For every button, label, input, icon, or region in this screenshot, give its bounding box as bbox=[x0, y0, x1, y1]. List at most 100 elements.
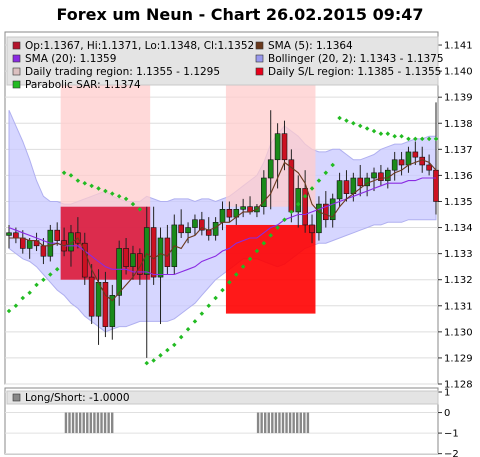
candle-body bbox=[419, 156, 426, 166]
sar-dot bbox=[247, 256, 253, 262]
y-tick-label: 1.128 bbox=[444, 380, 473, 391]
sar-dot bbox=[254, 248, 260, 254]
y-tick-label: 1.133 bbox=[444, 249, 473, 260]
sar-dot bbox=[123, 196, 129, 202]
legend-label: Daily trading region: 1.1355 - 1.1295 bbox=[25, 66, 220, 78]
legend-label: SMA (20): 1.1359 bbox=[25, 53, 116, 65]
candle-body bbox=[19, 237, 26, 249]
candle-body bbox=[150, 227, 157, 278]
long-short-bar bbox=[285, 412, 288, 434]
sar-dot bbox=[413, 136, 418, 142]
long-short-bar bbox=[71, 412, 75, 434]
candle-body bbox=[109, 295, 116, 327]
long-short-bar bbox=[75, 412, 78, 434]
long-short-bar bbox=[267, 412, 270, 434]
legend-swatch bbox=[255, 54, 264, 63]
candle-body bbox=[295, 188, 302, 213]
long-short-bar bbox=[296, 412, 299, 434]
y-tick-label: 1.135 bbox=[444, 197, 473, 208]
y-tick-label: 1.139 bbox=[444, 93, 473, 104]
candle-body bbox=[405, 151, 412, 166]
sar-dot bbox=[302, 194, 308, 199]
candle-body bbox=[178, 224, 184, 234]
sub-y-tick-label: 1 bbox=[444, 388, 450, 399]
long-short-bar bbox=[288, 412, 292, 434]
candle-body bbox=[426, 164, 432, 171]
legend-swatch bbox=[255, 67, 264, 76]
sma20-line bbox=[8, 177, 436, 276]
sub-y-tick-label: −1 bbox=[444, 429, 459, 440]
sub-y-tick-label: 0 bbox=[444, 408, 450, 419]
legend-swatch bbox=[12, 54, 21, 63]
region-sl bbox=[60, 206, 151, 280]
candle-body bbox=[357, 177, 364, 187]
sar-dot bbox=[220, 287, 225, 293]
y-tick-label: 1.132 bbox=[444, 275, 473, 286]
candle-body bbox=[219, 209, 226, 223]
candle-body bbox=[212, 222, 219, 236]
long-short-bar bbox=[110, 412, 114, 434]
candle-body bbox=[343, 180, 350, 194]
sar-dot bbox=[165, 347, 170, 353]
sar-dot bbox=[234, 272, 239, 277]
candle-body bbox=[157, 237, 164, 278]
sub-y-tick-label: −2 bbox=[444, 449, 459, 457]
candle-body bbox=[412, 151, 419, 158]
long-short-bar bbox=[78, 412, 82, 434]
candle-body bbox=[350, 177, 357, 194]
candle-body bbox=[205, 229, 212, 236]
legend-swatch bbox=[12, 80, 21, 89]
candle-body bbox=[185, 227, 191, 234]
sar-dot bbox=[68, 173, 74, 178]
y-tick-label: 1.141 bbox=[444, 41, 473, 52]
candle-body bbox=[130, 253, 136, 267]
sar-dot bbox=[433, 136, 439, 142]
long-short-bar bbox=[278, 412, 281, 434]
candle-body bbox=[226, 209, 233, 218]
region-sl bbox=[225, 224, 316, 314]
sub-legend-swatch bbox=[12, 393, 21, 402]
sub-legend-box bbox=[6, 390, 439, 405]
candle-body bbox=[302, 188, 308, 226]
candle-body bbox=[384, 169, 391, 181]
candle-body bbox=[323, 203, 329, 221]
sar-dot bbox=[96, 186, 101, 191]
legend-box bbox=[6, 36, 439, 86]
candle-body bbox=[281, 133, 288, 161]
sar-dot bbox=[426, 136, 432, 142]
candle-body bbox=[123, 248, 129, 267]
legend-label: Bollinger (20, 2): 1.1343 - 1.1375 bbox=[268, 53, 444, 65]
candle-body bbox=[40, 245, 47, 257]
chart-title: Forex um Neun - Chart 26.02.2015 09:47 bbox=[56, 5, 423, 24]
y-tick-label: 1.138 bbox=[444, 119, 473, 130]
candle-body bbox=[88, 276, 95, 317]
candle-body bbox=[391, 159, 398, 171]
candle-body bbox=[95, 282, 102, 317]
candle-body bbox=[398, 159, 405, 166]
legend-label: SMA (5): 1.1364 bbox=[268, 40, 353, 52]
long-short-bar bbox=[93, 412, 96, 434]
long-short-bar bbox=[281, 412, 285, 434]
long-short-bar bbox=[100, 412, 103, 434]
main-chart-panel: 1.128 1.129 1.130 1.131 1.132 1.133 1.134 1.135… bbox=[4, 31, 473, 391]
long-short-bar bbox=[256, 412, 260, 434]
long-short-bar bbox=[292, 412, 295, 434]
long-short-bar bbox=[96, 412, 100, 434]
sma5-line bbox=[9, 159, 437, 302]
y-tick-label: 1.130 bbox=[444, 327, 473, 338]
region-trading bbox=[60, 76, 151, 207]
long-short-panel: 1 0 −1 −2 Long/Short: -1.0000 bbox=[4, 387, 459, 457]
sar-dot bbox=[75, 178, 81, 183]
sar-dot bbox=[158, 353, 163, 358]
sar-dot bbox=[419, 136, 425, 142]
candle-body bbox=[240, 206, 246, 210]
candle-body bbox=[164, 237, 171, 267]
sar-dot bbox=[295, 201, 301, 207]
candle-body bbox=[6, 232, 12, 236]
y-tick-label: 1.136 bbox=[444, 171, 473, 182]
sar-dot bbox=[351, 120, 356, 126]
sar-dot bbox=[227, 280, 232, 285]
candle-body bbox=[116, 248, 122, 296]
candle-body bbox=[309, 224, 315, 234]
candle-body bbox=[433, 169, 439, 202]
